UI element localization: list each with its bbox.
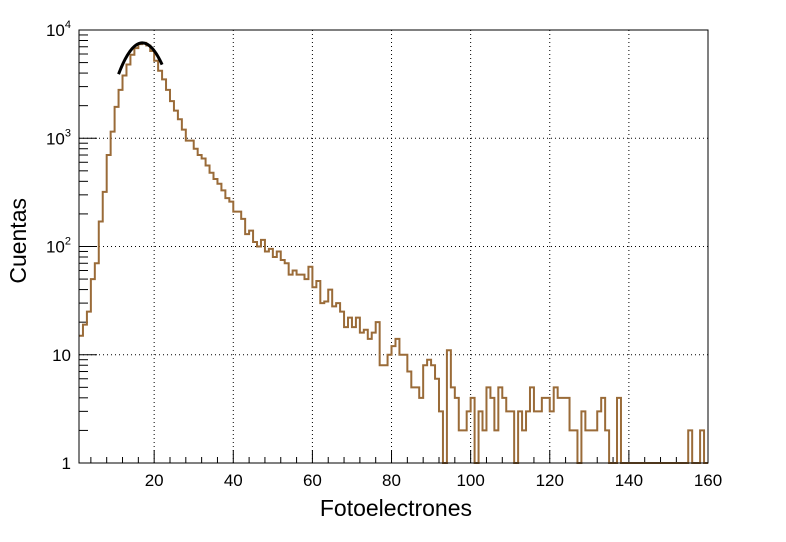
x-tick-label: 60 xyxy=(303,471,322,490)
y-tick-label: 102 xyxy=(46,236,71,257)
gaussian-fit-line xyxy=(117,41,164,75)
x-tick-label: 80 xyxy=(382,471,401,490)
ticks-layer xyxy=(79,29,709,464)
x-tick-label: 120 xyxy=(536,471,564,490)
x-tick-label: 100 xyxy=(456,471,484,490)
y-axis-title: Cuentas xyxy=(5,198,31,284)
x-tick-label: 140 xyxy=(615,471,643,490)
y-tick-label: 1 xyxy=(62,454,71,473)
histogram-series xyxy=(79,41,708,464)
plot-frame xyxy=(78,29,709,464)
x-tick-label: 40 xyxy=(224,471,243,490)
y-tick-label: 104 xyxy=(46,19,71,40)
x-tick-label: 20 xyxy=(145,471,164,490)
grid-layer xyxy=(79,30,708,463)
x-axis-title: Fotoelectrones xyxy=(320,495,472,521)
x-tick-label: 160 xyxy=(694,471,722,490)
y-tick-label: 10 xyxy=(52,346,71,365)
y-tick-label: 103 xyxy=(46,127,71,148)
labels-layer: 20 40 60 80 100 120 140 160 1 10 102 103 104 xyxy=(46,19,722,490)
